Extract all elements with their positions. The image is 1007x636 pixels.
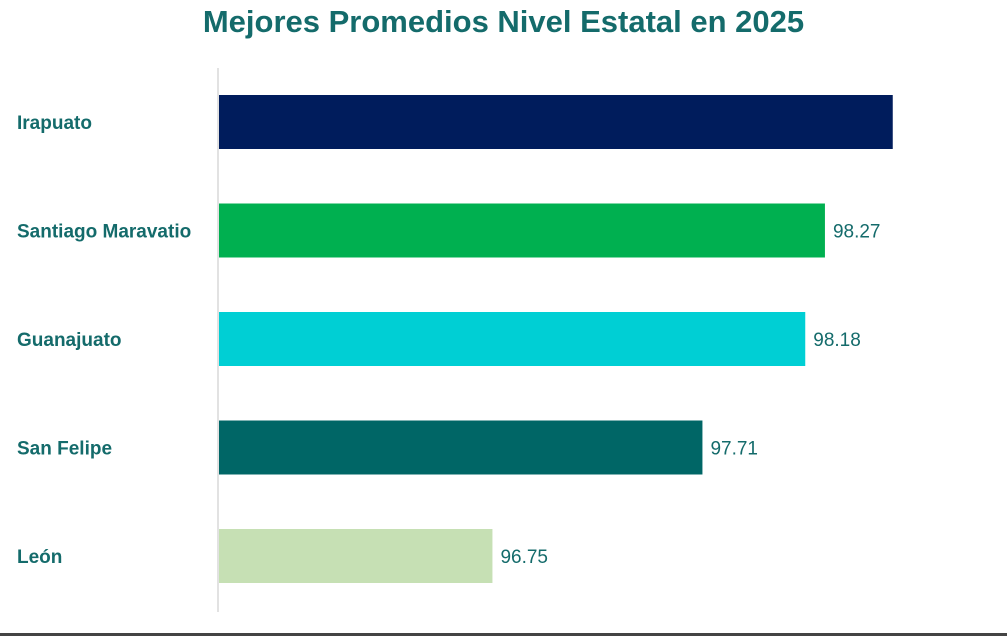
category-label: Guanajuato [17,330,122,351]
bar-2 [219,312,806,366]
bar-4 [219,529,493,583]
bar-3 [219,420,703,475]
data-label: 97.71 [710,439,758,460]
data-label: 98.27 [833,222,881,243]
category-label: Santiago Maravatio [17,222,191,243]
chart-title: Mejores Promedios Nivel Estatal en 2025 [202,4,805,39]
bar-0 [219,95,893,149]
data-label: 98.18 [813,330,861,351]
bar-1 [219,203,825,258]
category-label: León [17,547,62,568]
category-label: Irapuato [17,113,92,134]
bottom-border [0,633,1007,636]
category-label: San Felipe [17,439,112,460]
data-label: 96.75 [500,547,548,568]
